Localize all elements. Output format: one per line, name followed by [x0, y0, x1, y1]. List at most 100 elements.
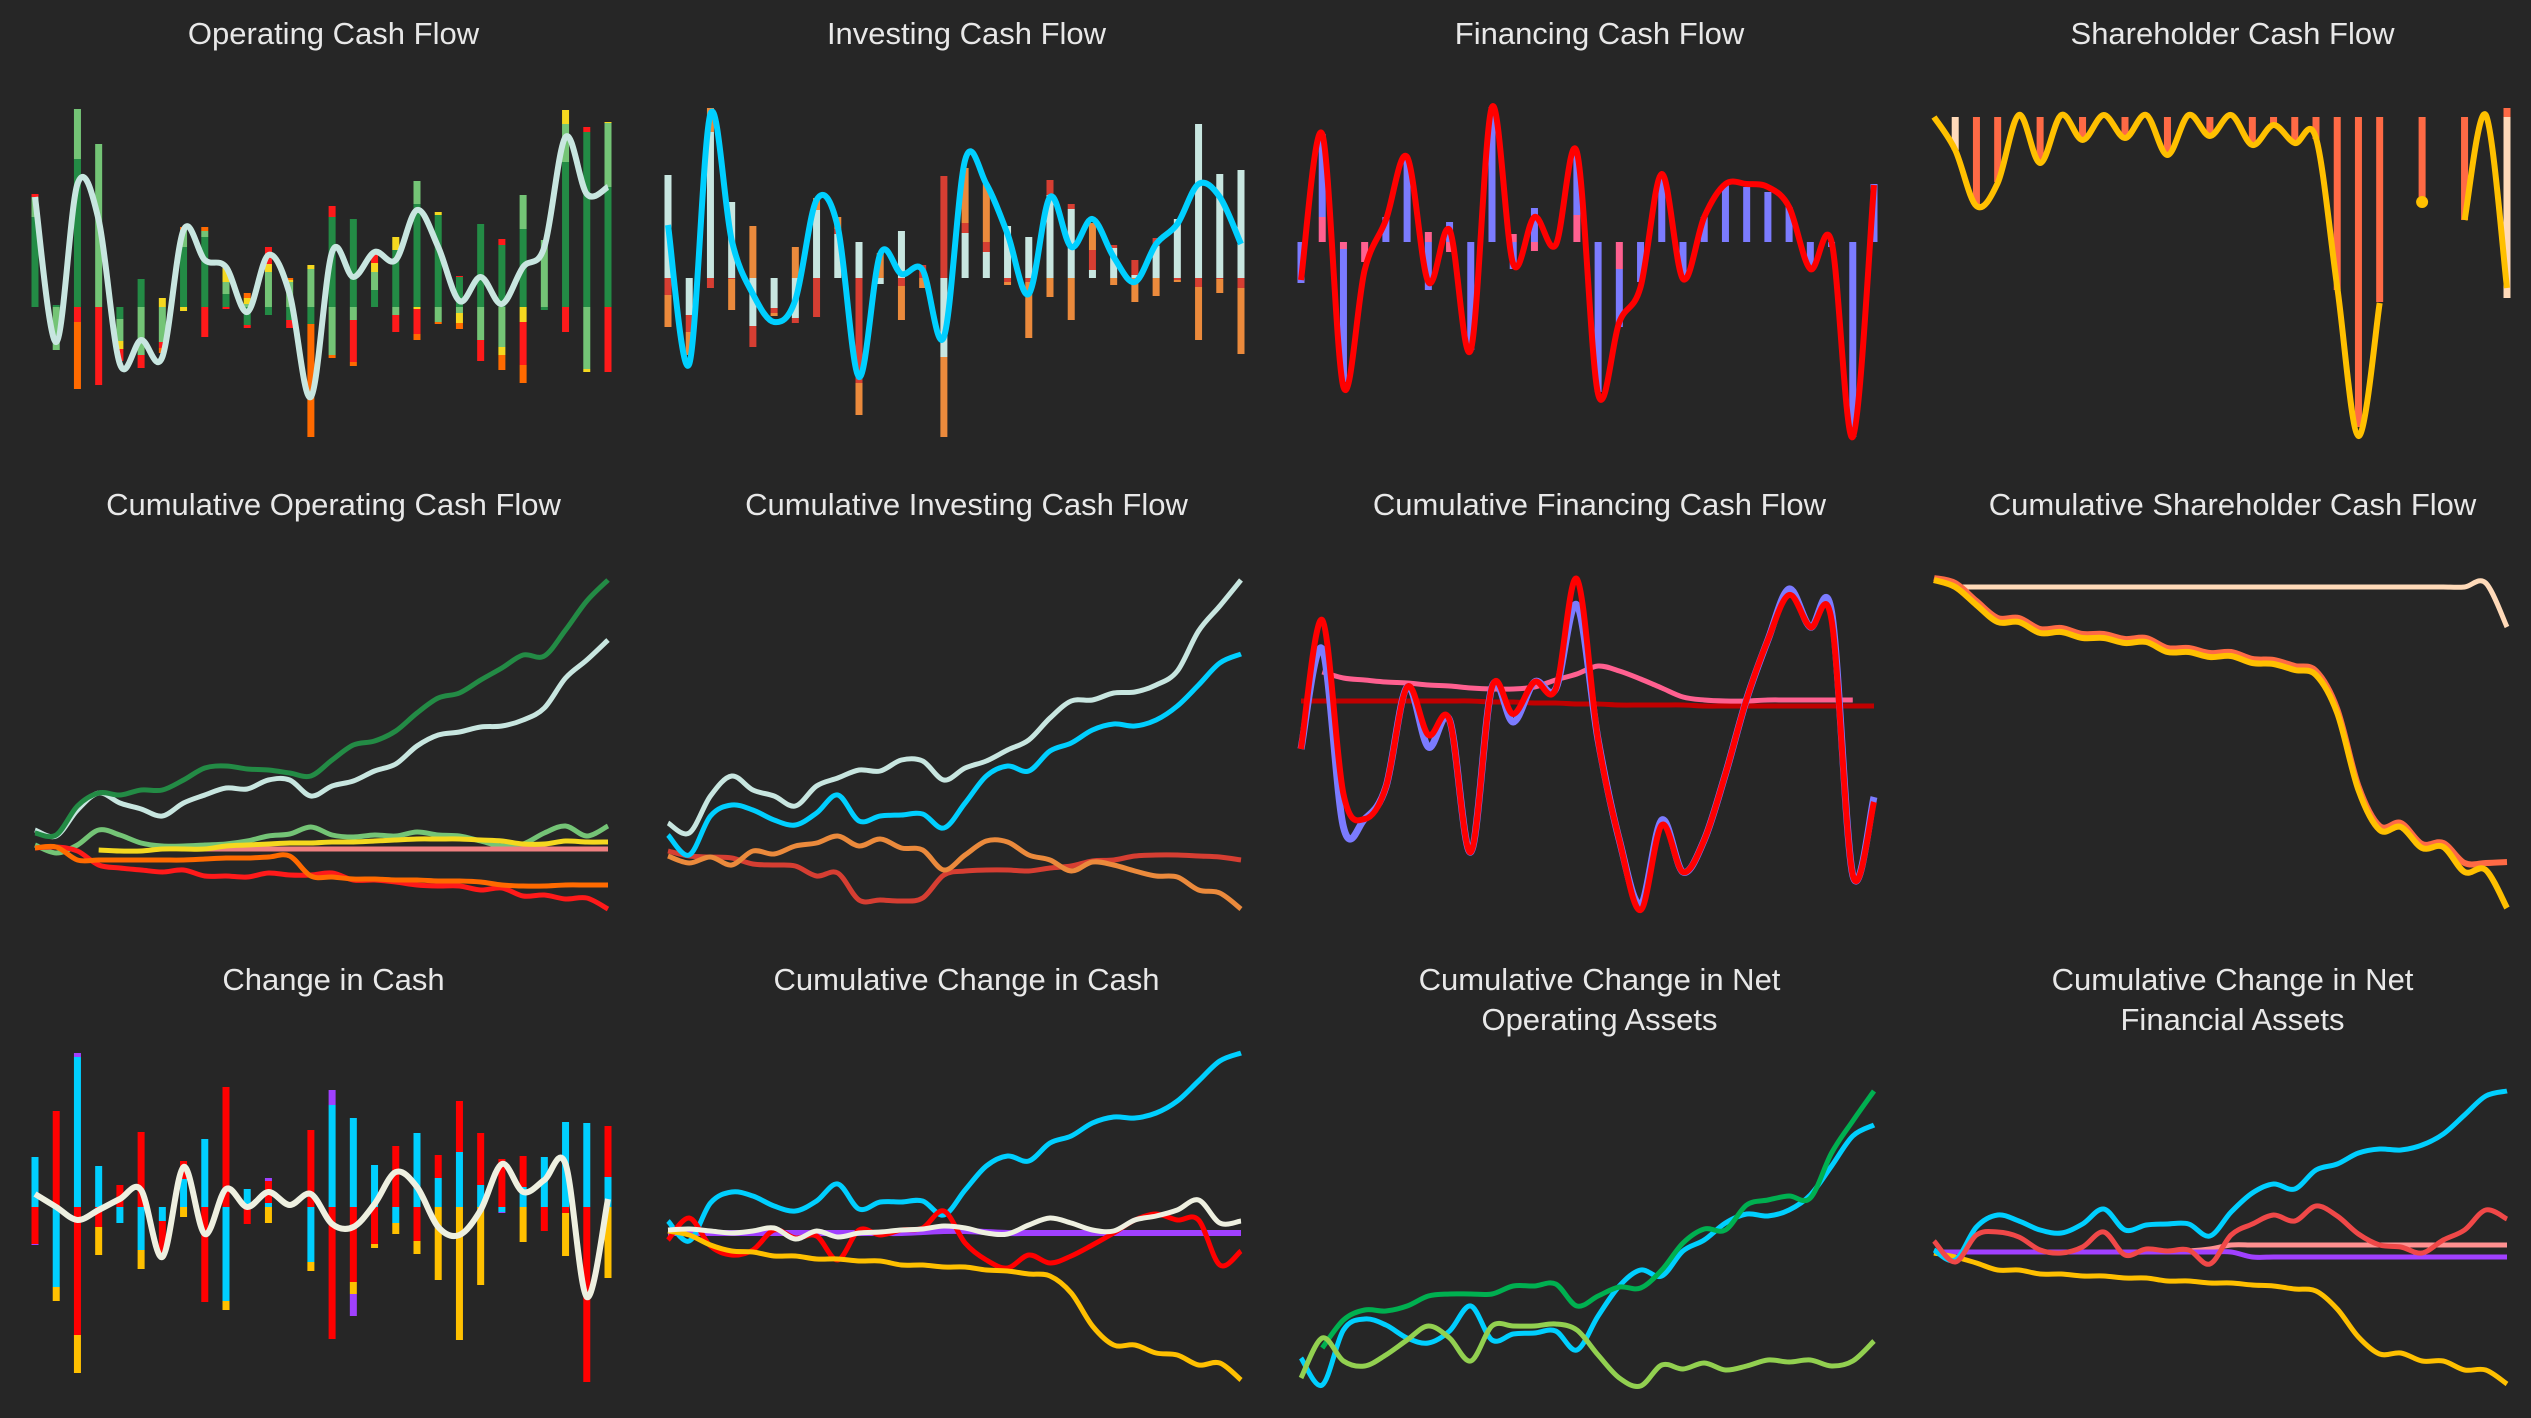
bar-segment: [222, 282, 230, 294]
bar-segment: [328, 1207, 336, 1339]
bar-segment: [434, 1207, 442, 1280]
series-line-2: [666, 1050, 1242, 1244]
bar-segment: [519, 365, 527, 383]
bar-segment: [243, 293, 251, 298]
series-line-5: [667, 1197, 1242, 1242]
bar-segment: [1573, 154, 1581, 215]
bar-segment: [813, 278, 821, 317]
bar-segment: [286, 280, 294, 282]
bar-segment: [583, 1123, 591, 1207]
series-line-3: [666, 1208, 1243, 1271]
bar-segment: [1446, 242, 1454, 252]
bar-segment: [1994, 117, 2002, 182]
bar-segment: [201, 237, 209, 307]
bar-segment: [52, 305, 60, 307]
chart-plot: [1298, 1089, 1877, 1389]
bar-segment: [540, 240, 548, 307]
bar-segment: [1216, 278, 1224, 279]
bar-segment: [95, 1227, 103, 1255]
bar-segment: [455, 307, 463, 313]
bar-segment: [770, 278, 778, 308]
bar-segment: [1067, 278, 1075, 320]
bar-segment: [1339, 242, 1347, 249]
bar-segment: [413, 1207, 421, 1241]
bar-segment: [477, 307, 485, 340]
bar-segment: [73, 322, 81, 389]
bar-segment: [73, 1057, 81, 1207]
bar-segment: [477, 1133, 485, 1185]
bar-segment: [349, 1118, 357, 1207]
bar-segment: [1679, 242, 1687, 277]
bar-segment: [31, 217, 39, 307]
bar-segment: [392, 1146, 400, 1207]
bar-segment: [1131, 260, 1139, 275]
bar-segment: [52, 1111, 60, 1207]
bar-segment: [371, 263, 379, 272]
chart-title: Cumulative Operating Cash Flow: [106, 487, 561, 522]
bar-segment: [1131, 278, 1139, 302]
bar-segment: [2206, 117, 2214, 137]
bar-segment: [1530, 208, 1538, 242]
bar-segment: [243, 1207, 251, 1224]
bar-segment: [519, 322, 527, 365]
chart-panel-cumulative-operating-cash-flow: Cumulative Operating Cash Flow: [17, 472, 650, 944]
series-line-4: [666, 651, 1242, 858]
bar-segment: [73, 1053, 81, 1057]
series-line-4: [1932, 1088, 2508, 1264]
bar-segment: [1339, 249, 1347, 382]
bar-segment: [434, 212, 442, 215]
bar-segment: [1237, 278, 1245, 288]
bar-segment: [243, 325, 251, 328]
series-line-1: [665, 108, 1244, 381]
bar-segment: [583, 127, 591, 132]
bar-segment: [604, 123, 612, 187]
bar-segment: [1216, 279, 1224, 293]
bar-segment: [982, 242, 990, 252]
bar-segment: [307, 1262, 315, 1271]
bar-segment: [243, 304, 251, 307]
series-line-5: [1932, 1203, 2509, 1267]
bar-segment: [264, 307, 272, 315]
bar-segment: [728, 279, 736, 310]
bar-segment: [498, 307, 506, 347]
bar-segment: [328, 355, 336, 358]
chart-panel-investing-cash-flow: Investing Cash Flow: [650, 0, 1283, 472]
bar-segment: [477, 1207, 485, 1285]
chart-plot: [664, 108, 1245, 437]
bar-segment: [392, 1223, 400, 1234]
bar-segment: [940, 357, 948, 437]
bar-segment: [498, 1212, 506, 1213]
bar-segment: [2418, 117, 2426, 202]
series-line-5: [34, 843, 608, 889]
bar-segment: [1361, 242, 1369, 262]
chart-title: Operating Cash Flow: [187, 16, 480, 51]
bar-segment: [31, 1207, 39, 1244]
bar-segment: [855, 242, 863, 278]
chart-title: Cumulative Change in Net Financial Asset…: [2051, 962, 2414, 1037]
series-line-3: [1298, 1320, 1876, 1389]
bar-segment: [413, 1241, 421, 1254]
bar-segment: [1173, 219, 1181, 278]
bar-segment: [73, 109, 81, 159]
bar-segment: [158, 298, 166, 307]
bar-segment: [434, 215, 442, 307]
bar-segment: [1195, 124, 1203, 278]
chart-plot: [31, 109, 612, 437]
series-line-1: [32, 133, 610, 401]
chart-title: Cumulative Change in Cash: [773, 962, 1160, 997]
bar-segment: [1004, 278, 1012, 282]
bar-segment: [749, 326, 757, 347]
chart-panel-shareholder-cash-flow: Shareholder Cash Flow: [1916, 0, 2531, 472]
bar-segment: [519, 195, 527, 229]
bar-segment: [1025, 278, 1033, 282]
bar-segment: [1088, 250, 1096, 270]
bar-segment: [1195, 287, 1203, 340]
bar-segment: [73, 159, 81, 307]
bar-segment: [73, 307, 81, 322]
chart-panel-cumulative-change-in-cash: Cumulative Change in Cash: [650, 944, 1283, 1416]
bar-segment: [158, 1207, 166, 1221]
bar-segment: [392, 237, 400, 250]
bar-segment: [1046, 180, 1054, 195]
bar-segment: [1424, 242, 1432, 290]
bar-segment: [137, 1132, 145, 1207]
